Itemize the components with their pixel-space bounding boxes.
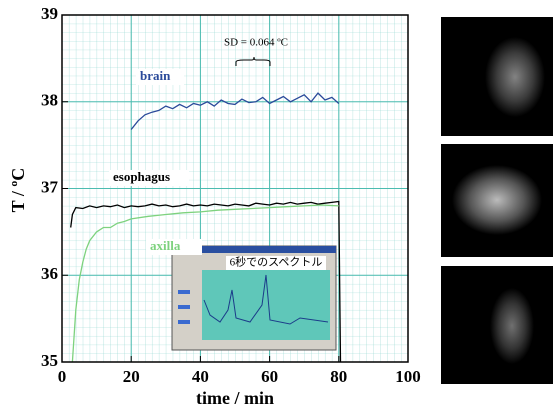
- inset-screenshot: 6秒でのスペクトル: [171, 245, 337, 351]
- series-label-bg: [109, 170, 189, 186]
- x-tick-label: 0: [58, 367, 67, 386]
- y-tick-label: 39: [41, 4, 58, 23]
- y-tick-label: 35: [41, 351, 58, 370]
- x-axis-label: time / min: [196, 388, 274, 408]
- series-label-bg: [136, 69, 184, 85]
- series-label-bg: [146, 239, 202, 255]
- series-label: esophagus: [113, 169, 170, 184]
- series-line: [71, 204, 339, 363]
- series-line: [70, 200, 342, 363]
- x-tick-label: 100: [395, 367, 421, 386]
- x-tick-label: 40: [192, 367, 209, 386]
- plot-frame: [61, 14, 409, 363]
- series-label: brain: [140, 68, 171, 83]
- series-line: [130, 92, 340, 130]
- sd-annotation: SD = 0.064 ºC: [224, 37, 288, 49]
- x-tick-label: 80: [330, 367, 347, 386]
- mri-images: [441, 17, 553, 384]
- y-tick-label: 38: [41, 91, 58, 110]
- x-tick-label: 60: [261, 367, 278, 386]
- y-axis-label: T / ºC: [8, 168, 28, 213]
- y-tick-label: 37: [41, 177, 59, 196]
- x-tick-label: 20: [123, 367, 140, 386]
- inset-title: 6秒でのスペクトル: [230, 255, 323, 269]
- sd-brace: [235, 56, 271, 66]
- series-label: axilla: [150, 238, 181, 253]
- y-tick-label: 36: [41, 264, 58, 283]
